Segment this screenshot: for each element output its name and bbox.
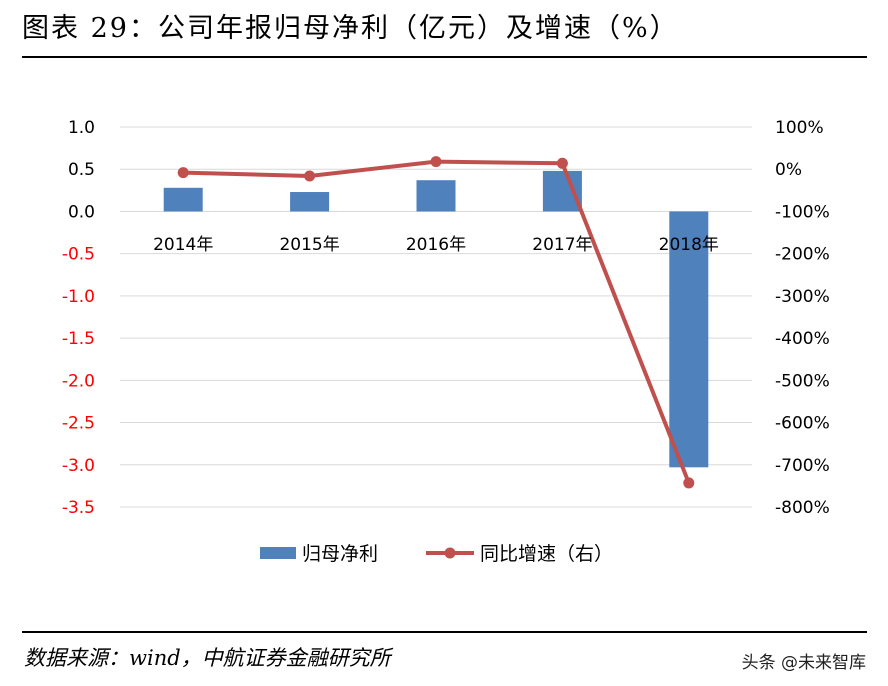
right-tick-label: -700% [775,456,830,476]
category-label: 2015年 [279,235,339,255]
bar-2018年 [669,211,709,468]
left-axis: 1.0 0.5 0.0 -0.5 -1.0 -1.5 -2.0 -2.5 -3.0 -3.5 [62,118,95,518]
growth-point-2015年 [304,170,316,182]
growth-point-2018年 [683,477,695,489]
left-tick-label: 1.0 [68,118,95,138]
right-tick-label: -300% [775,287,830,307]
left-tick-label: -1.0 [62,287,95,307]
right-tick-label: -600% [775,414,830,434]
bar-series [163,170,709,468]
legend: 归母净利 同比增速（右） [260,543,613,565]
bar-2015年 [290,192,330,212]
bar-2016年 [416,180,456,212]
growth-point-2017年 [556,157,568,169]
left-tick-label: -3.5 [62,498,95,518]
title-divider [22,56,867,58]
footer-divider [22,631,867,633]
left-tick-label: 0.0 [68,202,95,222]
chart: 1.0 0.5 0.0 -0.5 -1.0 -1.5 -2.0 -2.5 -3.0 -3.5 10… [62,118,830,565]
category-label: 2016年 [406,235,466,255]
category-label: 2018年 [659,235,719,255]
bar-2017年 [542,170,582,212]
growth-point-2014年 [177,167,189,179]
right-axis: 100% 0% -100% -200% -300% -400% -500% -600% -700… [775,118,830,518]
data-source: 数据来源：wind，中航证券金融研究所 [24,646,391,670]
left-tick-label: -2.5 [62,414,95,434]
bar-2014年 [163,187,203,212]
watermark: 头条 @未来智库 [741,653,866,673]
right-tick-label: -500% [775,371,830,391]
left-tick-label: -2.0 [62,371,95,391]
category-label: 2017年 [532,235,592,255]
category-label: 2014年 [153,235,213,255]
left-tick-label: -1.5 [62,329,95,349]
left-tick-label: -0.5 [62,245,95,265]
legend-bar-swatch [260,547,296,559]
legend-line-marker [444,547,456,559]
right-tick-label: -200% [775,245,830,265]
line-series [177,156,695,489]
legend-bar-label: 归母净利 [302,543,378,565]
right-tick-label: 100% [775,118,824,138]
right-tick-label: -800% [775,498,830,518]
growth-point-2016年 [430,156,442,168]
right-tick-label: -400% [775,329,830,349]
right-tick-label: 0% [775,160,802,180]
right-tick-label: -100% [775,202,830,222]
category-axis: 2014年 2015年 2016年 2017年 2018年 [153,235,719,255]
left-tick-label: -3.0 [62,456,95,476]
page-title: 图表 29：公司年报归母净利（亿元）及增速（%） [22,13,679,44]
legend-line-label: 同比增速（右） [480,543,613,565]
left-tick-label: 0.5 [68,160,95,180]
